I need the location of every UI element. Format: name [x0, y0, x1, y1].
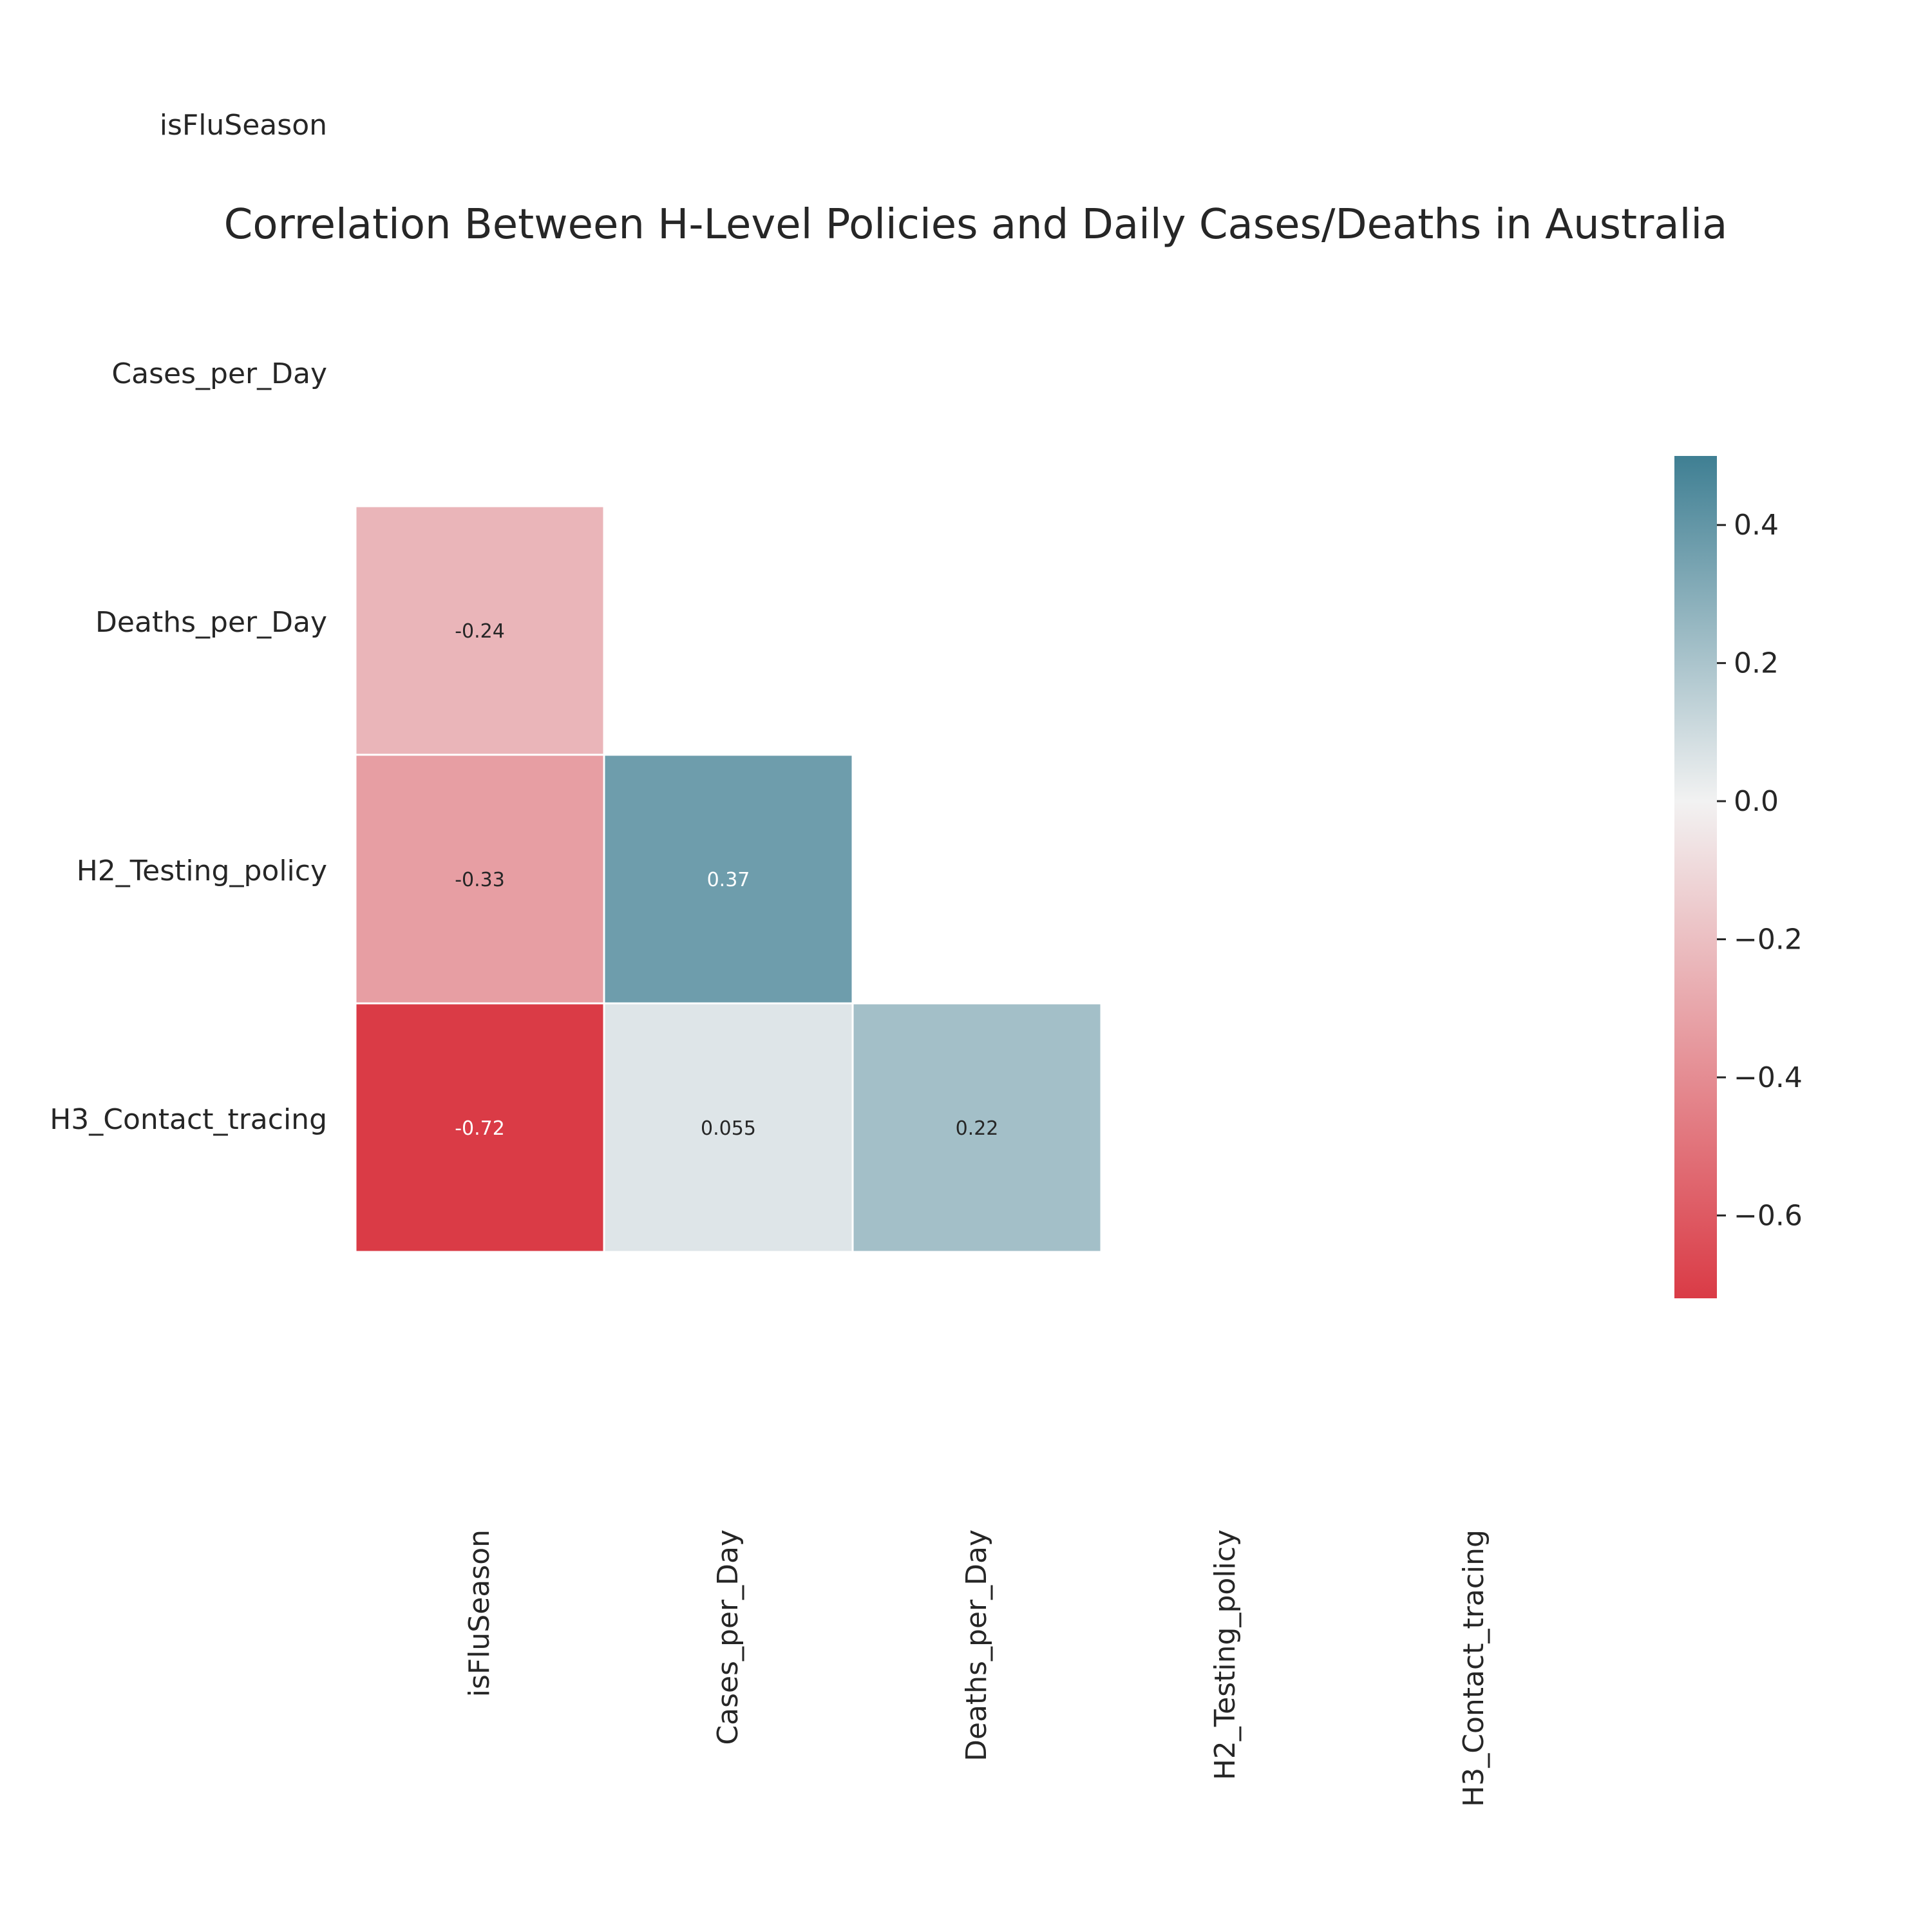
heatmap-cells: [354, 505, 1103, 1253]
colorbar-tick-label: −0.4: [1734, 1061, 1803, 1094]
y-tick-label: Deaths_per_Day: [95, 606, 327, 639]
cell-annotation: 0.055: [701, 1117, 756, 1140]
cell-annotation: 0.37: [707, 869, 750, 891]
colorbar-tick-label: 0.0: [1734, 785, 1779, 818]
cell-annotation: -0.72: [455, 1117, 505, 1140]
x-tick-labels: isFluSeason Cases_per_Day Deaths_per_Day H2…: [463, 1530, 1490, 1807]
x-tick-label: isFluSeason: [463, 1530, 496, 1697]
heatmap-cell: [851, 1002, 1103, 1253]
colorbar-tick-label: −0.2: [1734, 923, 1803, 956]
y-tick-label: H2_Testing_policy: [77, 855, 327, 887]
cell-annotations: -0.24 -0.33 0.37 -0.72 0.055 0.22: [455, 620, 998, 1140]
x-tick-label: Deaths_per_Day: [960, 1530, 993, 1761]
x-tick-label: H3_Contact_tracing: [1457, 1530, 1490, 1807]
colorbar-tick-label: −0.6: [1734, 1199, 1803, 1232]
x-tick-label: H2_Testing_policy: [1209, 1530, 1242, 1780]
heatmap-cell: [354, 505, 605, 756]
colorbar-tick-label: 0.4: [1734, 509, 1779, 542]
cell-annotation: 0.22: [956, 1117, 999, 1140]
heatmap-cell: [354, 1002, 605, 1253]
y-tick-label: Cases_per_Day: [111, 357, 327, 390]
colorbar: 0.4 0.2 0.0 −0.2 −0.4 −0.6: [1674, 456, 1803, 1298]
y-tick-labels: isFluSeason Cases_per_Day Deaths_per_Day H2…: [50, 109, 327, 1136]
y-tick-label: isFluSeason: [160, 109, 327, 142]
heatmap-cell: [354, 753, 605, 1005]
heatmap-cell: [603, 1002, 854, 1253]
heatmap-cell: [603, 753, 854, 1005]
colorbar-gradient: [1674, 456, 1717, 1298]
x-tick-label: Cases_per_Day: [712, 1530, 744, 1745]
colorbar-tick-label: 0.2: [1734, 647, 1779, 680]
cell-annotation: -0.24: [455, 620, 505, 643]
y-tick-label: H3_Contact_tracing: [50, 1103, 327, 1136]
chart-title: Correlation Between H-Level Policies and…: [224, 201, 1728, 249]
cell-annotation: -0.33: [455, 869, 505, 891]
